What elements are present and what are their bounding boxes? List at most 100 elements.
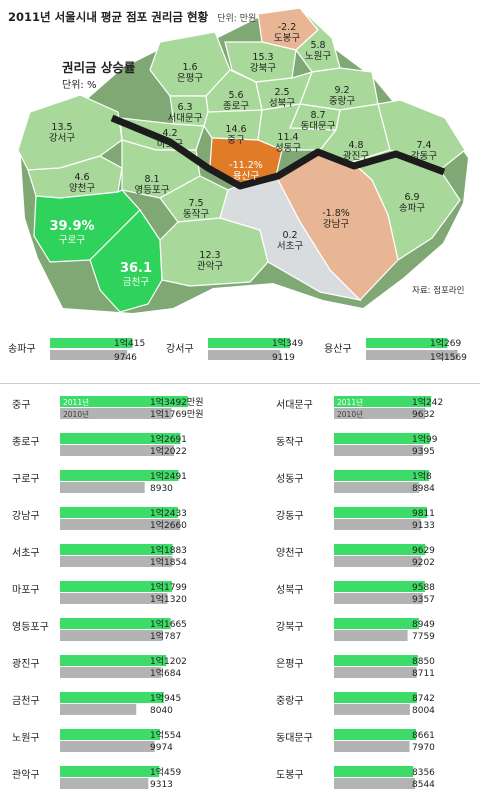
left-value-2010-7: 1억684 (150, 667, 181, 679)
left-name-1: 종로구 (12, 436, 40, 448)
mini-label-2011-2: 1억269 (430, 337, 461, 349)
right-bar-2011-10 (334, 766, 414, 777)
right-bar-2010-2 (334, 482, 420, 493)
right-value-2011-3: 9811 (412, 509, 435, 519)
right-value-2011-7: 8850 (412, 657, 435, 667)
left-bar-2010-8 (60, 704, 137, 715)
left-bar-2011-8 (60, 692, 164, 703)
left-bar-2011-10 (60, 766, 160, 777)
right-bar-2010-5 (334, 593, 423, 604)
district-rate-21: 39.9% (49, 219, 94, 234)
left-value-2011-6: 1억1665 (150, 618, 187, 630)
left-name-9: 노원구 (12, 732, 40, 744)
right-name-10: 도봉구 (276, 769, 304, 781)
left-value-2011-7: 1억1202 (150, 655, 187, 667)
page-title: 2011년 서울시내 평균 점포 권리금 현황 (8, 10, 209, 24)
left-value-2010-5: 1억1320 (150, 593, 187, 605)
right-name-2: 성동구 (276, 473, 304, 485)
left-bar-2011-9 (60, 729, 161, 740)
right-bar-2010-1 (334, 445, 424, 456)
district-rate-22: 36.1 (120, 261, 152, 276)
right-value-2011-2: 1억8 (412, 470, 432, 482)
left-bar-2010-0 (60, 408, 172, 419)
district-name-14: 강서구 (49, 133, 75, 144)
district-rate-5: 2.5 (274, 87, 289, 98)
right-name-7: 은평구 (276, 658, 304, 670)
right-series-2010-label: 2010년 (337, 409, 363, 419)
right-value-2010-6: 7759 (412, 632, 435, 642)
district-name-11: 성동구 (275, 143, 301, 154)
district-name-12: 광진구 (343, 150, 369, 162)
left-value-2011-8: 1억945 (150, 692, 181, 704)
district-name-20: 송파구 (399, 203, 425, 214)
mini-label-2010-1: 9119 (272, 353, 295, 363)
unit-label: 단위: 만원 (217, 14, 257, 24)
right-value-2010-2: 8984 (412, 484, 435, 494)
district-name-15: 양천구 (69, 183, 95, 194)
left-bar-2011-3 (60, 507, 178, 518)
right-value-2010-3: 9133 (412, 521, 435, 531)
left-value-2011-0: 1억3492만원 (150, 396, 203, 408)
mini-name-0: 송파구 (8, 343, 36, 355)
right-bar-2010-4 (334, 556, 422, 567)
right-bar-2011-7 (334, 655, 418, 666)
left-value-2011-10: 1억459 (150, 766, 181, 778)
right-value-2011-6: 8949 (412, 620, 435, 630)
right-value-2011-5: 9588 (412, 583, 435, 593)
right-name-0: 서대문구 (276, 399, 313, 411)
district-name-19: 강남구 (323, 219, 349, 230)
right-bar-2010-10 (334, 778, 416, 789)
right-value-2010-1: 9395 (412, 447, 435, 457)
district-rate-20: 6.9 (404, 192, 419, 203)
left-value-2010-2: 8930 (150, 484, 173, 494)
right-value-2011-1: 1억99 (412, 433, 438, 445)
left-value-2010-0: 1억1769만원 (150, 408, 203, 420)
left-value-2010-4: 1억1854 (150, 556, 187, 568)
mini-name-1: 강서구 (166, 343, 194, 355)
right-value-2010-0: 9632 (412, 410, 435, 420)
right-bar-2010-0 (334, 408, 426, 419)
district-name-10: 중구 (227, 135, 245, 146)
mini-bar-2010-1 (208, 350, 281, 360)
right-name-1: 동작구 (276, 436, 304, 448)
mini-label-2011-1: 1억349 (272, 337, 303, 349)
mini-label-2010-0: 9746 (114, 353, 137, 363)
left-value-2011-9: 1억554 (150, 729, 181, 741)
district-name-6: 중랑구 (329, 95, 355, 107)
right-bar-2011-4 (334, 544, 426, 555)
district-name-2: 강북구 (250, 63, 276, 74)
left-name-2: 구로구 (12, 474, 40, 485)
right-bar-2010-6 (334, 630, 408, 641)
district-name-7: 서대문구 (168, 113, 203, 124)
right-value-2011-9: 8661 (412, 731, 435, 741)
district-name-9: 마포구 (157, 139, 183, 150)
left-value-2010-3: 1억2660 (150, 519, 187, 531)
left-series-2011-label: 2011년 (63, 397, 89, 407)
right-bar-2010-7 (334, 667, 417, 678)
district-name-16: 영등포구 (135, 185, 170, 196)
left-value-2011-1: 1억2691 (150, 433, 187, 445)
left-bar-2010-3 (60, 519, 181, 530)
left-bar-2011-0 (60, 396, 188, 407)
left-bar-2010-4 (60, 556, 173, 567)
divider (0, 383, 480, 384)
district-name-17: 용산구 (233, 171, 259, 182)
right-value-2010-9: 7970 (412, 743, 435, 753)
left-bar-2011-6 (60, 618, 171, 629)
mini-label-2010-2: 1억1569 (430, 351, 467, 363)
left-value-2010-1: 1억2022 (150, 445, 187, 457)
right-value-2010-8: 8004 (412, 706, 435, 716)
left-value-2010-10: 9313 (150, 780, 173, 790)
district-rate-11: 11.4 (277, 132, 298, 143)
district-rate-15: 4.6 (74, 172, 89, 183)
legend-title: 권리금 상승률 (62, 60, 136, 75)
district-rate-16: 8.1 (144, 174, 159, 185)
district-name-13: 강동구 (411, 151, 437, 162)
left-bar-2011-7 (60, 655, 167, 666)
left-bar-2010-6 (60, 630, 163, 641)
district-rate-13: 7.4 (416, 140, 431, 151)
left-value-2011-4: 1억1883 (150, 544, 187, 556)
han-river (110, 114, 446, 190)
district-name-23: 관악구 (197, 260, 223, 272)
